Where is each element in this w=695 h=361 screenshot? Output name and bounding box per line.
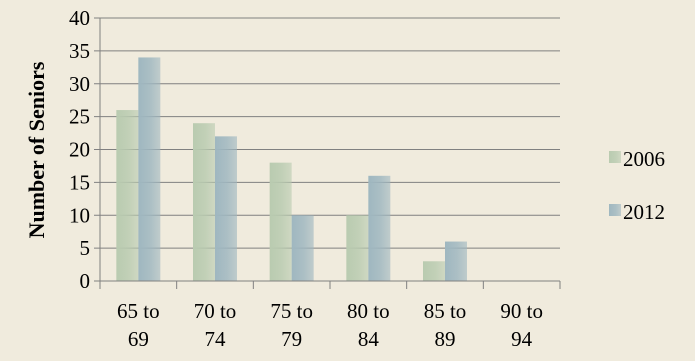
tick-labels: 0 5 10 15 20 25 30 35 40 65 to 69 70 to 74 75 to 79 80 … xyxy=(69,6,543,351)
bar-2006-0 xyxy=(116,110,139,281)
bars xyxy=(116,57,467,282)
y-tick-label: 35 xyxy=(69,39,90,63)
x-tick-label: 84 xyxy=(358,327,380,351)
bar-2006-3 xyxy=(346,215,369,281)
bar-2012-0 xyxy=(138,57,161,282)
bar-2012-3 xyxy=(368,175,391,281)
bar-2012-2 xyxy=(291,215,314,281)
gridlines xyxy=(100,17,560,249)
x-tick-label: 75 to xyxy=(270,299,313,323)
x-tick-label: 89 xyxy=(435,327,456,351)
bar-2012-4 xyxy=(445,241,467,281)
bar-2006-2 xyxy=(269,162,292,281)
y-tick-label: 20 xyxy=(69,138,90,162)
bar-2006-1 xyxy=(193,123,215,281)
x-tick-label: 65 to xyxy=(117,299,160,323)
y-axis-label: Number of Seniors xyxy=(24,61,49,238)
x-tick-label: 85 to xyxy=(424,299,467,323)
y-tick-label: 30 xyxy=(69,72,90,96)
x-tick-label: 70 to xyxy=(194,299,237,323)
y-tick-label: 40 xyxy=(69,6,90,30)
x-tick-label: 69 xyxy=(128,327,149,351)
x-tick-label: 94 xyxy=(511,327,533,351)
bar-2012-1 xyxy=(215,136,237,281)
legend-swatch xyxy=(609,204,621,216)
legend-label: 2006 xyxy=(623,147,665,171)
y-tick-label: 5 xyxy=(80,236,91,260)
legend: 2006 2012 xyxy=(609,147,665,224)
y-tick-label: 10 xyxy=(69,203,90,227)
bar-2006-4 xyxy=(423,261,445,281)
x-tick-label: 80 to xyxy=(347,299,390,323)
y-tick-label: 15 xyxy=(69,170,90,194)
axes xyxy=(94,17,561,289)
x-tick-label: 79 xyxy=(281,327,302,351)
x-tick-label: 90 to xyxy=(500,299,543,323)
x-tick-label: 74 xyxy=(205,327,227,351)
legend-swatch xyxy=(609,151,621,163)
y-tick-label: 25 xyxy=(69,105,90,129)
y-tick-label: 0 xyxy=(80,269,91,293)
legend-label: 2012 xyxy=(623,200,665,224)
